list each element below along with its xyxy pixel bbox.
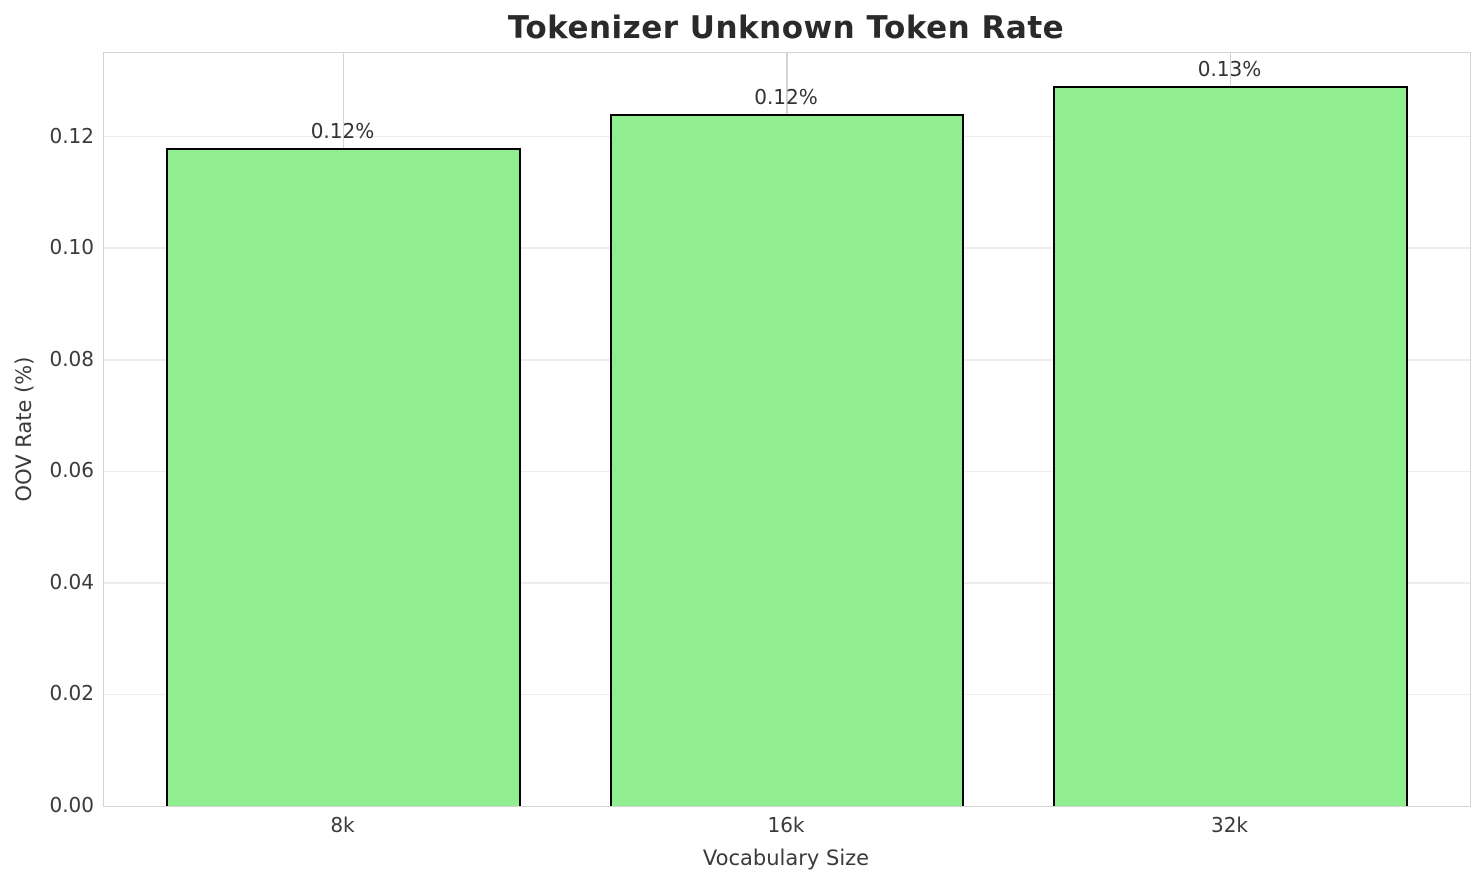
bar-value-label: 0.12% <box>754 85 818 110</box>
y-tick-label: 0.06 <box>49 458 94 483</box>
bar-8k <box>166 147 521 806</box>
y-tick-label: 0.00 <box>49 793 94 817</box>
x-tick-label: 32k <box>1210 813 1249 837</box>
y-tick-label: 0.04 <box>49 569 94 594</box>
y-tick-label: 0.12 <box>49 123 94 148</box>
bar-16k <box>609 114 965 806</box>
y-tick-label: 0.10 <box>49 235 94 260</box>
x-tick-label: 8k <box>330 813 355 837</box>
x-axis-label: Vocabulary Size <box>702 846 870 870</box>
plot-area <box>103 52 1471 807</box>
y-tick-label: 0.02 <box>49 681 94 706</box>
y-axis-label: OOV Rate (%) <box>12 356 36 502</box>
x-tick-label: 16k <box>767 813 805 837</box>
y-tick-label: 0.08 <box>49 346 94 371</box>
bar-value-label: 0.12% <box>310 118 375 143</box>
chart-title: Tokenizer Unknown Token Rate <box>507 10 1065 46</box>
bar-32k <box>1053 86 1408 806</box>
bar-value-label: 0.13% <box>1197 57 1262 82</box>
